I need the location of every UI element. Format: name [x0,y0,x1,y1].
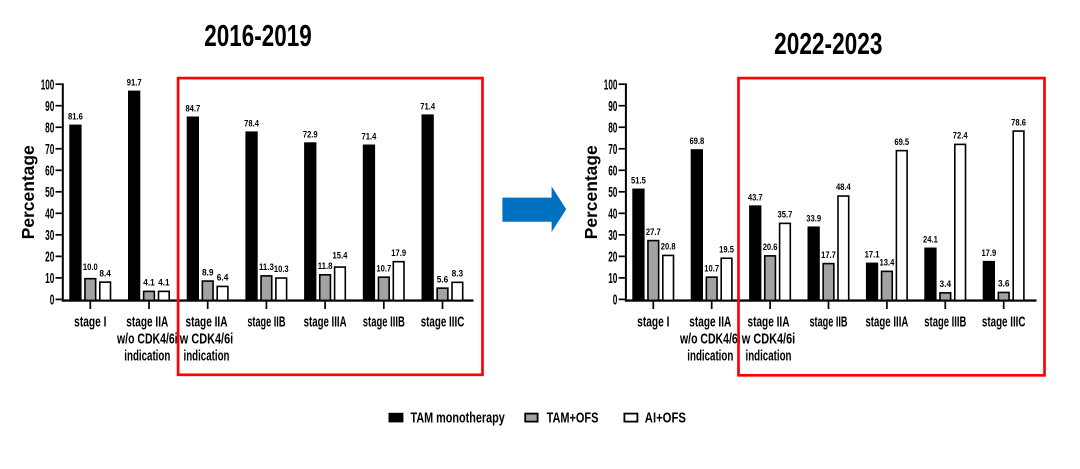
svg-text:10: 10 [45,270,54,287]
svg-text:78.6: 78.6 [1011,117,1026,127]
svg-text:11.3: 11.3 [259,262,274,272]
svg-text:Percentage: Percentage [581,145,601,239]
svg-text:8.9: 8.9 [202,267,214,277]
svg-text:30: 30 [608,227,617,244]
svg-text:71.4: 71.4 [362,132,378,142]
svg-text:8.3: 8.3 [452,269,464,279]
svg-text:0: 0 [613,292,618,309]
svg-text:stage IIA: stage IIA [186,314,228,331]
svg-text:60: 60 [608,163,617,180]
svg-text:35.7: 35.7 [778,210,793,220]
svg-text:33.9: 33.9 [806,213,821,223]
svg-text:stage IIIA: stage IIIA [865,314,908,331]
svg-text:51.5: 51.5 [631,176,646,186]
svg-text:indication: indication [124,348,170,365]
svg-text:stage IIA: stage IIA [689,314,731,331]
svg-text:91.7: 91.7 [127,78,142,88]
svg-text:90: 90 [45,98,54,115]
svg-text:72.9: 72.9 [303,129,318,139]
svg-text:50: 50 [608,184,617,201]
svg-text:19.5: 19.5 [719,244,734,254]
svg-text:20.8: 20.8 [661,242,676,252]
svg-text:70: 70 [608,141,617,158]
svg-text:6.4: 6.4 [217,273,229,283]
svg-text:3.4: 3.4 [940,279,952,289]
svg-text:10.7: 10.7 [376,263,391,273]
svg-text:4.1: 4.1 [158,278,170,288]
svg-text:40: 40 [608,206,617,223]
svg-text:27.7: 27.7 [646,227,661,237]
svg-text:indication: indication [184,348,230,365]
svg-text:4.1: 4.1 [143,278,155,288]
svg-text:80: 80 [608,120,617,137]
svg-text:84.7: 84.7 [185,104,200,114]
svg-text:17.7: 17.7 [821,250,836,260]
svg-text:13.4: 13.4 [880,258,896,268]
svg-text:81.6: 81.6 [68,112,83,122]
svg-text:20: 20 [608,249,617,266]
svg-text:50: 50 [45,184,54,201]
svg-text:stage IIB: stage IIB [809,314,847,331]
svg-text:stage I: stage I [637,314,669,331]
svg-text:100: 100 [604,77,618,94]
svg-text:8.4: 8.4 [99,268,111,278]
svg-text:stage IIIC: stage IIIC [421,314,465,331]
svg-text:80: 80 [45,120,54,137]
svg-text:90: 90 [608,98,617,115]
svg-text:20.6: 20.6 [763,242,778,252]
svg-text:stage IIIA: stage IIIA [304,314,347,331]
svg-text:stage IIB: stage IIB [247,314,285,331]
svg-text:stage IIA: stage IIA [126,314,168,331]
svg-text:stage IIIC: stage IIIC [982,314,1026,331]
svg-text:78.4: 78.4 [244,118,260,128]
svg-text:70: 70 [45,141,54,158]
svg-text:stage IIIB: stage IIIB [924,314,966,331]
svg-text:2022-2023: 2022-2023 [774,26,882,61]
svg-text:30: 30 [45,227,54,244]
svg-text:w CDK4/6i: w CDK4/6i [741,331,795,348]
svg-text:stage IIIB: stage IIIB [363,314,405,331]
svg-text:w/o CDK4/6i: w/o CDK4/6i [116,331,177,348]
svg-text:stage IIA: stage IIA [748,314,790,331]
svg-text:3.6: 3.6 [998,279,1010,289]
svg-text:40: 40 [45,206,54,223]
svg-text:11.8: 11.8 [318,261,333,271]
svg-text:100: 100 [41,77,55,94]
svg-text:w/o CDK4/6i: w/o CDK4/6i [679,331,740,348]
svg-text:15.4: 15.4 [333,251,349,261]
svg-text:43.7: 43.7 [748,192,763,202]
svg-text:24.1: 24.1 [923,235,938,245]
svg-text:2016-2019: 2016-2019 [204,18,312,53]
svg-text:17.9: 17.9 [981,248,996,258]
svg-text:69.5: 69.5 [894,137,909,147]
svg-text:TAM+OFS: TAM+OFS [547,409,599,426]
svg-text:71.4: 71.4 [420,101,436,111]
svg-text:60: 60 [45,163,54,180]
svg-text:17.1: 17.1 [865,250,880,260]
svg-text:10: 10 [608,270,617,287]
svg-text:17.9: 17.9 [391,248,406,258]
svg-text:20: 20 [45,249,54,266]
svg-text:stage I: stage I [74,314,106,331]
svg-text:10.7: 10.7 [704,263,719,273]
svg-text:indication: indication [687,348,733,365]
svg-text:48.4: 48.4 [836,182,852,192]
svg-text:w CDK4/6i: w CDK4/6i [179,331,233,348]
svg-text:Percentage: Percentage [18,145,38,239]
svg-text:indication: indication [746,348,792,365]
svg-text:72.4: 72.4 [953,131,969,141]
svg-text:AI+OFS: AI+OFS [645,409,686,426]
svg-text:0: 0 [50,292,55,309]
svg-text:TAM monotherapy: TAM monotherapy [411,409,506,426]
svg-text:69.8: 69.8 [689,136,704,146]
svg-text:10.0: 10.0 [83,262,98,272]
svg-text:5.6: 5.6 [437,274,449,284]
svg-text:10.3: 10.3 [274,264,289,274]
